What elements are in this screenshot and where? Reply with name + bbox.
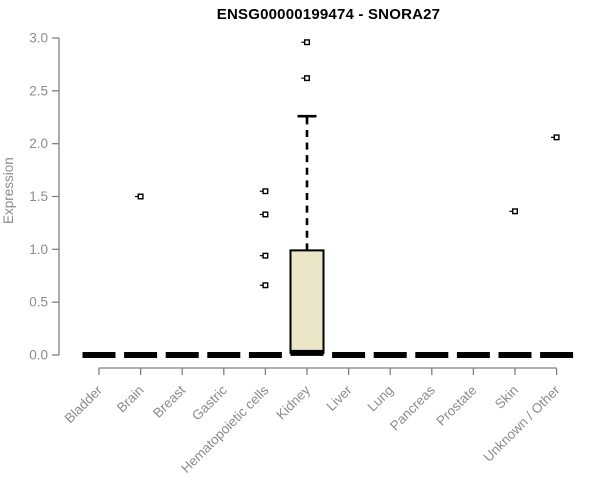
outlier-point [262,188,269,195]
y-tick-label: 0.0 [29,348,48,363]
x-tick-label: Breast [150,382,188,420]
outlier-point [262,252,269,259]
box-rect [289,249,325,354]
median-bar [165,352,199,358]
outlier-point [304,75,311,82]
median-bar [290,349,324,356]
median-bar [540,352,574,358]
x-tick-label: Prostate [433,383,479,429]
y-tick-label: 2.5 [29,83,48,98]
outlier-point [553,134,560,141]
outlier-point [137,193,144,200]
y-tick-label: 1.0 [29,242,48,257]
median-bar [415,352,449,358]
boxplot-bladder [82,352,116,358]
x-tick-label: Bladder [62,382,106,426]
outlier-point [262,282,269,289]
boxplot-prostate [456,352,490,358]
boxplot-skin [498,208,532,358]
boxplot-gastric [207,352,241,358]
outlier-point [512,208,519,215]
boxplot-kidney [289,39,325,356]
x-tick-label: Skin [492,383,521,412]
x-tick-label: Lung [364,383,396,415]
y-tick-label: 2.0 [29,136,48,151]
outlier-point [304,39,311,46]
x-tick-label: Liver [323,382,355,414]
median-bar [498,352,532,358]
chart-title: ENSG00000199474 - SNORA27 [216,6,441,23]
boxplot-pancreas [415,352,449,358]
median-bar [332,352,366,358]
boxplot-unknown-other [540,134,574,358]
outlier-point [262,211,269,218]
boxplot-liver [332,352,366,358]
x-tick-label: Brain [114,383,147,416]
x-tick-label: Kidney [273,382,313,422]
x-tick-label: Gastric [189,382,230,423]
y-tick-label: 1.5 [29,189,48,204]
boxplot-hematopoietic-cells [248,188,282,358]
boxplot-breast [165,352,199,358]
median-bar [373,352,407,358]
median-bar [82,352,116,358]
median-bar [124,352,158,358]
median-bar [207,352,241,358]
median-bar [248,352,282,358]
median-bar [456,352,490,358]
y-tick-label: 0.5 [29,295,48,310]
boxplot-lung [373,352,407,358]
boxplot-brain [124,193,158,358]
x-tick-label: Unknown / Other [480,382,563,465]
y-tick-label: 3.0 [29,30,48,45]
x-tick-label: Pancreas [387,382,438,433]
